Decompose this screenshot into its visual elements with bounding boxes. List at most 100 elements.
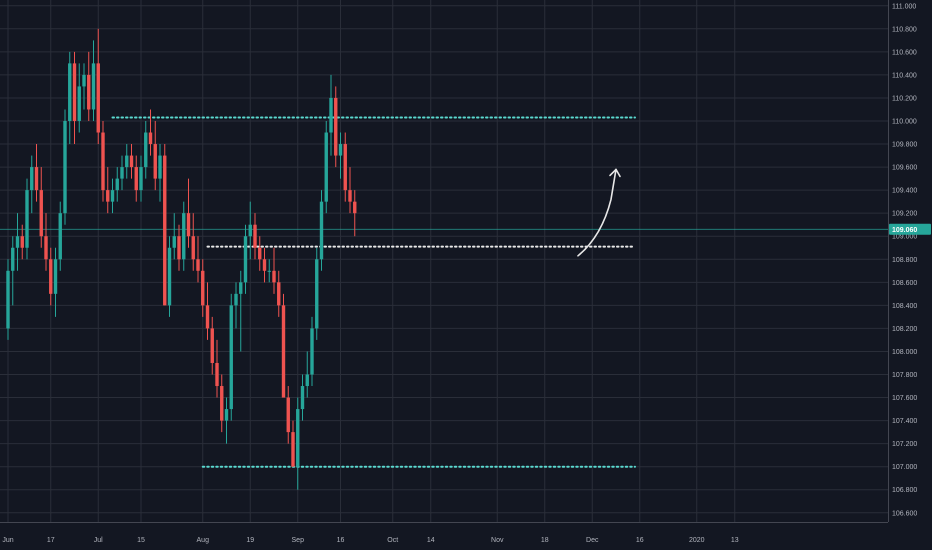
y-tick-label: 108.400 [892, 303, 917, 310]
candle-up [224, 409, 229, 421]
candle-up [77, 86, 81, 121]
candle-up [6, 270, 10, 329]
candle-down [205, 305, 210, 329]
candle-up [82, 74, 86, 87]
last-price-tag [889, 223, 931, 235]
candle-down [210, 328, 214, 363]
candle-up [305, 374, 309, 387]
candle-up [110, 190, 115, 202]
candle-up [58, 213, 62, 260]
candle-down [215, 362, 219, 387]
candle-up [30, 167, 34, 191]
candle-down [262, 259, 267, 271]
candle-down [129, 155, 134, 168]
candle-down [343, 144, 347, 191]
y-tick-label: 110.400 [892, 72, 917, 79]
candle-up [310, 328, 314, 375]
y-tick-label: 108.800 [892, 257, 917, 264]
candle-down [96, 63, 100, 133]
y-tick-label: 107.400 [892, 418, 917, 425]
candle-down [39, 190, 43, 237]
candle-down [134, 167, 138, 191]
y-tick-label: 110.600 [892, 49, 917, 56]
grid [0, 0, 888, 522]
candle-down [191, 236, 195, 260]
y-tick-label: 110.200 [892, 95, 917, 102]
candle-down [163, 155, 167, 306]
candle-down [148, 132, 153, 145]
candle-down [72, 63, 77, 121]
y-tick-label: 108.200 [892, 326, 917, 333]
x-tick-label: 17 [47, 537, 55, 544]
candle-down [281, 305, 286, 398]
y-tick-label: 109.400 [892, 188, 917, 195]
candle-up [125, 155, 129, 168]
y-tick-label: 110.800 [892, 26, 917, 33]
x-tick-label: Jul [94, 537, 103, 544]
y-tick-label: 107.600 [892, 395, 917, 402]
candle-down [291, 432, 295, 467]
candle-down [277, 282, 281, 306]
x-tick-label: 16 [337, 537, 345, 544]
candle-down [34, 167, 39, 191]
candle-up [91, 63, 96, 110]
candles [6, 28, 357, 490]
candle-up [158, 155, 162, 179]
candle-up [329, 97, 333, 133]
arrow-head [609, 168, 621, 178]
candle-down [153, 144, 157, 179]
x-tick-label: 18 [541, 537, 549, 544]
y-tick-label: 109.600 [892, 165, 917, 172]
candle-up [115, 178, 119, 191]
candle-down [196, 259, 200, 271]
candle-up [319, 201, 324, 260]
y-tick-label: 106.800 [892, 487, 917, 494]
price-axis-panel [888, 0, 932, 550]
candle-up [338, 144, 343, 156]
x-tick-label: 13 [731, 537, 739, 544]
x-tick-label: 19 [246, 537, 254, 544]
candle-down [87, 74, 91, 110]
candle-up [63, 120, 67, 214]
x-tick-label: 15 [137, 537, 145, 544]
arrow-path [577, 168, 617, 257]
x-tick-label: Nov [491, 537, 504, 544]
y-tick-label: 107.000 [892, 464, 917, 471]
candle-up [315, 259, 319, 329]
x-tick-label: 14 [427, 537, 435, 544]
x-tick-label: 16 [636, 537, 644, 544]
candle-up [53, 259, 58, 294]
candle-up [239, 282, 243, 294]
y-tick-label: 108.000 [892, 349, 917, 356]
level-lines [0, 116, 888, 468]
candle-up [324, 132, 328, 202]
candle-down [253, 224, 257, 248]
candle-up [267, 270, 271, 272]
candle-up [172, 236, 176, 248]
candle-down [177, 236, 181, 260]
x-tick-label: Jun [2, 537, 13, 544]
candle-down [49, 259, 53, 294]
candle-up [182, 213, 186, 260]
y-tick-label: 110.000 [892, 118, 917, 125]
candle-up [139, 167, 143, 191]
x-tick-label: Aug [197, 537, 210, 544]
x-tick-label: Dec [586, 537, 599, 544]
candle-up [234, 293, 238, 306]
x-tick-label: 2020 [689, 537, 705, 544]
candle-down [286, 397, 290, 433]
y-tick-label: 111.000 [892, 3, 916, 10]
candle-up [248, 224, 252, 237]
candle-down [334, 97, 338, 156]
candle-up [243, 236, 248, 283]
candle-down [186, 213, 191, 237]
y-tick-label: 106.600 [892, 510, 917, 517]
arrow-drawing [577, 168, 621, 257]
candle-up [229, 305, 233, 410]
y-tick-label: 107.200 [892, 441, 917, 448]
candle-down [20, 236, 24, 248]
last-price-label: 109.060 [892, 227, 917, 234]
